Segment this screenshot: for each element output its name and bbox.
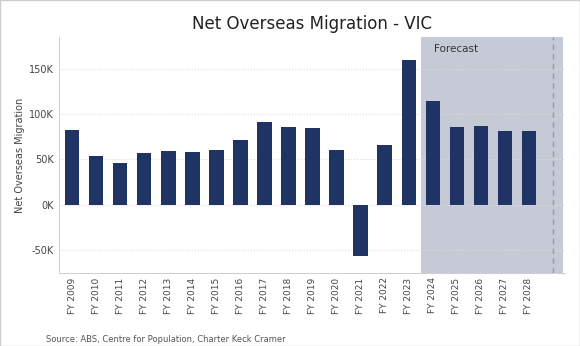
Bar — [137, 153, 151, 205]
Bar — [498, 130, 512, 205]
Text: Source: ABS, Centre for Population, Charter Keck Cramer: Source: ABS, Centre for Population, Char… — [46, 335, 286, 344]
Bar — [113, 163, 128, 205]
Bar — [420, 37, 563, 273]
Bar — [65, 130, 79, 205]
Bar — [258, 122, 271, 205]
Bar — [426, 101, 440, 205]
Bar — [474, 126, 488, 205]
Bar — [161, 151, 176, 205]
Bar — [185, 152, 200, 205]
Bar — [401, 60, 416, 205]
Bar — [522, 130, 536, 205]
Title: Net Overseas Migration - VIC: Net Overseas Migration - VIC — [192, 15, 432, 33]
Bar — [209, 149, 224, 205]
Bar — [89, 156, 103, 205]
Bar — [233, 140, 248, 205]
Bar — [329, 149, 344, 205]
Bar — [378, 145, 392, 205]
Bar — [353, 205, 368, 256]
Y-axis label: Net Overseas Migration: Net Overseas Migration — [15, 97, 25, 212]
Bar — [305, 128, 320, 205]
Bar — [281, 127, 296, 205]
Text: Forecast: Forecast — [434, 44, 478, 54]
Bar — [450, 127, 464, 205]
